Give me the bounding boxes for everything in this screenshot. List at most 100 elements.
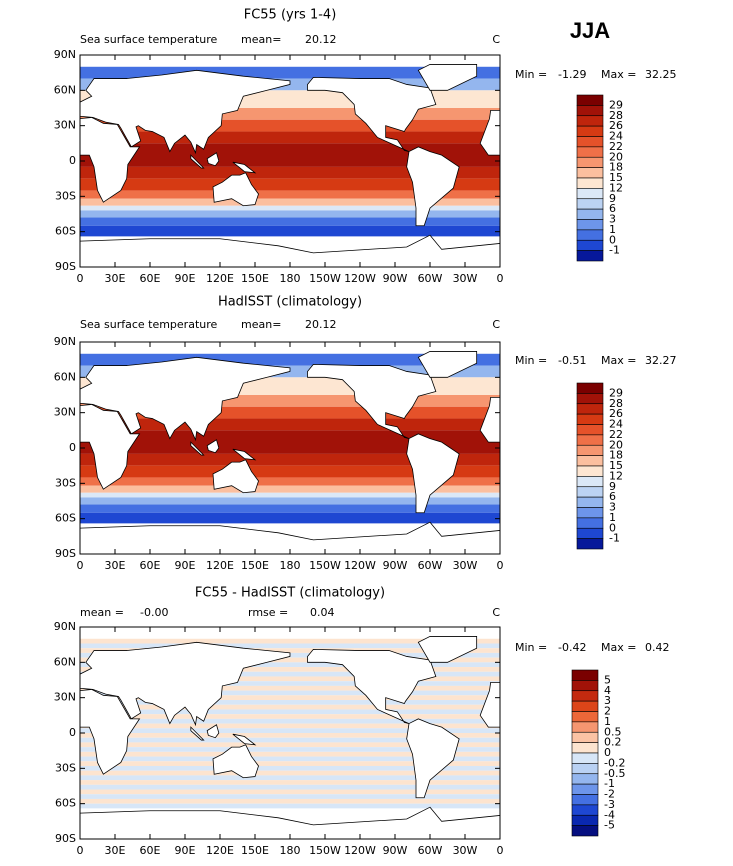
land [190,726,205,741]
min-value: -1.29 [558,68,586,81]
diff-band [80,671,500,677]
colorbar-box [576,465,604,477]
diff-band [80,747,500,752]
lat-tick-label: 30S [55,189,76,202]
colorbar-box [576,156,604,168]
colorbar-label: 20 [609,150,623,163]
max-value: 32.25 [645,68,677,81]
map [80,64,500,267]
land [406,146,460,227]
lon-tick-label: 60W [418,844,443,857]
mean-value: 20.12 [305,318,337,331]
rmse-value: 0.04 [310,606,335,619]
lon-tick-label: 180 [280,559,301,572]
lat-tick-label: 60N [54,370,76,383]
units: C [492,33,500,46]
land [232,733,257,746]
colorbar-label: 3 [609,213,616,226]
colorbar-label: -1 [609,532,620,545]
min-value: -0.42 [558,641,586,654]
colorbar-box [571,690,599,702]
land [206,724,220,739]
lon-tick-label: 30E [105,559,126,572]
sst-band [80,166,500,179]
lon-tick-label: 90W [383,559,408,572]
colorbar-box [576,146,604,158]
land [80,521,500,554]
land [80,689,141,775]
diff-band [80,643,500,649]
diff-band [80,775,500,781]
land [479,109,500,156]
lon-tick-label: 0 [497,559,504,572]
land [406,433,460,514]
min-value: -0.51 [558,354,586,367]
lon-tick-label: 120W [344,559,376,572]
colorbar-box [576,517,604,529]
colorbar-box [576,507,604,519]
colorbar-box [576,125,604,137]
diff-band [80,676,500,682]
max-label: Max = [601,68,636,81]
lat-tick-label: 90S [55,547,76,560]
colorbar-label: 29 [609,386,623,399]
colorbar-label: 9 [609,480,616,493]
lon-tick-label: 180 [280,844,301,857]
lat-tick-label: 90N [54,335,76,348]
sst-band [80,406,500,419]
diff-band [80,662,500,668]
colorbar-box [571,752,599,764]
lon-tick-label: 0 [497,272,504,285]
colorbar-label: 12 [609,469,623,482]
diff-band [80,728,500,733]
diff-band [80,681,500,686]
colorbar-label: -0.2 [604,756,625,769]
colorbar-box [576,167,604,179]
diff-band [80,704,500,710]
colorbar-box [576,136,604,148]
lat-tick-label: 60S [55,225,76,238]
sst-band [80,178,500,191]
lon-tick-label: 180 [280,272,301,285]
diff-band [80,714,500,719]
diff-band [80,733,500,738]
colorbar-label: 26 [609,119,623,132]
lon-tick-label: 0 [77,272,84,285]
lat-tick-label: 30N [54,691,76,704]
colorbar-box [576,208,604,220]
lon-tick-label: 60E [140,559,161,572]
lon-tick-label: 150W [309,559,341,572]
colorbar-label: 0 [604,746,611,759]
field-label: Sea surface temperature [80,33,218,46]
lon-tick-label: 120E [206,844,234,857]
diff-band [80,709,500,715]
lat-tick-label: 0 [69,726,76,739]
lon-tick-label: 60E [140,272,161,285]
colorbar-label: 22 [609,428,623,441]
colorbar-label: 6 [609,202,616,215]
colorbar-box [571,804,599,816]
sst-band [80,143,500,167]
colorbar-box [576,434,604,446]
min-label: Min = [515,641,547,654]
colorbar-box [576,496,604,508]
colorbar-box [571,711,599,723]
diff-band [80,794,500,799]
lat-tick-label: 60S [55,797,76,810]
sst-band [80,453,500,466]
mean-label: mean= [241,318,281,331]
land [406,718,460,799]
colorbar-label: 0.2 [604,736,622,749]
colorbar-label: 1 [604,715,611,728]
lat-tick-label: 30N [54,406,76,419]
colorbar-box [576,382,604,394]
colorbar-box [576,413,604,425]
sst-band [80,131,500,144]
diff-band [80,798,500,804]
land [212,172,259,207]
map [80,351,500,554]
max-label: Max = [601,354,636,367]
colorbar-label: 0 [609,233,616,246]
colorbar-label: -3 [604,798,615,811]
diff-band [80,780,500,785]
